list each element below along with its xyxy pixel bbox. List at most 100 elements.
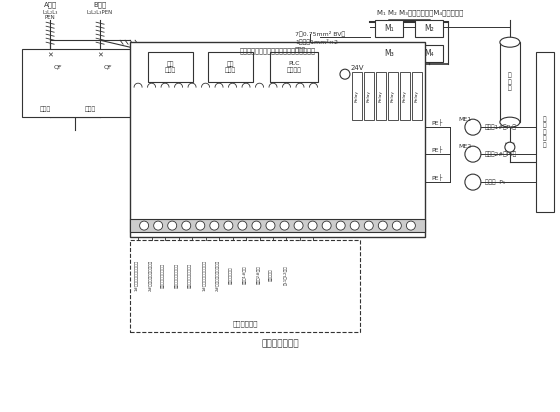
- Text: 1#消防泵自动运行指示灯: 1#消防泵自动运行指示灯: [134, 260, 138, 290]
- Circle shape: [336, 221, 345, 230]
- Text: 24V: 24V: [350, 65, 363, 71]
- Bar: [500, 42, 520, 122]
- Text: 2#消防泵自动运行指示灯: 2#消防泵自动运行指示灯: [148, 260, 152, 290]
- Bar: [352, 72, 362, 120]
- Circle shape: [252, 221, 261, 230]
- Text: 气
压
罐: 气 压 罐: [508, 73, 512, 91]
- Text: Relay: Relay: [367, 90, 371, 102]
- Text: 稳压泵手动运行指示灯: 稳压泵手动运行指示灯: [175, 262, 179, 288]
- Text: 7股0.75mm² BV线: 7股0.75mm² BV线: [295, 31, 346, 37]
- Text: L₁L₂L₃: L₁L₂L₃: [43, 10, 58, 15]
- Ellipse shape: [500, 117, 520, 127]
- Text: 微机控制自动巡检消防气压给水设备控制柜: 微机控制自动巡检消防气压给水设备控制柜: [240, 47, 315, 54]
- Text: ME1: ME1: [458, 117, 472, 122]
- Text: M₃: M₃: [384, 49, 394, 58]
- Text: A电源: A电源: [44, 1, 57, 7]
- Bar: [412, 72, 422, 120]
- Bar: [375, 45, 403, 62]
- Text: Relay: Relay: [415, 90, 419, 102]
- Circle shape: [280, 221, 289, 230]
- Text: 2#消防泵超压停泵指示灯: 2#消防泵超压停泵指示灯: [215, 260, 219, 290]
- Circle shape: [238, 221, 247, 230]
- Bar: [364, 72, 374, 120]
- Bar: [130, 219, 425, 232]
- Text: PE├: PE├: [431, 173, 442, 181]
- Text: M₁: M₁: [384, 24, 394, 33]
- Text: 变频
调速器: 变频 调速器: [225, 61, 236, 73]
- Circle shape: [266, 221, 275, 230]
- Circle shape: [294, 221, 303, 230]
- Text: 消防泵1#（P₂）: 消防泵1#（P₂）: [485, 124, 517, 130]
- Circle shape: [322, 221, 331, 230]
- Text: 消防泵2#运行: 消防泵2#运行: [255, 266, 259, 284]
- Circle shape: [465, 174, 481, 190]
- Text: B电源: B电源: [94, 1, 107, 7]
- Text: 设备配电示意图: 设备配电示意图: [261, 339, 299, 349]
- Text: 稳压泵  P₁: 稳压泵 P₁: [485, 179, 505, 185]
- Circle shape: [505, 142, 515, 152]
- Circle shape: [393, 221, 402, 230]
- Text: ✕: ✕: [47, 52, 53, 58]
- Bar: [22, 49, 132, 117]
- Text: 消防控制中心: 消防控制中心: [232, 321, 258, 328]
- Text: Relay: Relay: [391, 90, 395, 102]
- Text: Relay: Relay: [403, 90, 407, 102]
- Bar: [376, 72, 386, 120]
- Text: PE├: PE├: [431, 119, 442, 126]
- Bar: [375, 20, 403, 37]
- Bar: [415, 20, 443, 37]
- Bar: [415, 45, 443, 62]
- Text: 给
水
主
干
管: 给 水 主 干 管: [543, 116, 547, 148]
- Text: 双电源: 双电源: [40, 106, 51, 112]
- Text: ✕: ✕: [97, 52, 103, 58]
- Text: QF: QF: [54, 65, 63, 70]
- Circle shape: [167, 221, 177, 230]
- Circle shape: [465, 119, 481, 135]
- Circle shape: [139, 221, 148, 230]
- Text: L₁L₂L₃PEN: L₁L₂L₃PEN: [87, 10, 113, 15]
- Circle shape: [153, 221, 162, 230]
- Bar: [400, 72, 410, 120]
- Text: Relay: Relay: [355, 90, 359, 102]
- Circle shape: [210, 221, 219, 230]
- Text: 1股双芯1mm²×2: 1股双芯1mm²×2: [295, 39, 338, 45]
- Circle shape: [340, 69, 350, 79]
- Circle shape: [350, 221, 359, 230]
- Text: 微机
控制器: 微机 控制器: [165, 61, 176, 73]
- Bar: [148, 52, 193, 82]
- Bar: [536, 52, 554, 212]
- Circle shape: [182, 221, 191, 230]
- Text: ME2: ME2: [458, 144, 472, 149]
- Text: 稳压泵自动运行指示灯: 稳压泵自动运行指示灯: [161, 262, 165, 288]
- Circle shape: [379, 221, 388, 230]
- Text: 屏蔽线: 屏蔽线: [295, 47, 306, 53]
- Circle shape: [224, 221, 233, 230]
- Text: PE├: PE├: [431, 145, 442, 153]
- Text: M₂: M₂: [424, 24, 434, 33]
- Text: 泵L1、L2报警: 泵L1、L2报警: [282, 265, 287, 285]
- Circle shape: [407, 221, 416, 230]
- Text: 互投柜: 互投柜: [85, 106, 96, 112]
- Text: PEN: PEN: [45, 15, 55, 20]
- Text: 稳压泵超压停泵指示灯: 稳压泵超压停泵指示灯: [188, 262, 192, 288]
- Text: M₄: M₄: [424, 49, 434, 58]
- Bar: [208, 52, 253, 82]
- Text: M₁ M₂ M₃电接点压力表M₄压力传感器: M₁ M₂ M₃电接点压力表M₄压力传感器: [377, 9, 463, 16]
- Text: QF: QF: [104, 65, 113, 70]
- Text: Relay: Relay: [379, 90, 383, 102]
- Text: 1#消防泵超压停泵指示灯: 1#消防泵超压停泵指示灯: [202, 260, 206, 290]
- Bar: [270, 52, 318, 82]
- Text: 设备故障报警灯: 设备故障报警灯: [228, 266, 232, 284]
- Bar: [130, 240, 360, 332]
- Circle shape: [196, 221, 205, 230]
- Text: PLC
可编程器: PLC 可编程器: [287, 61, 301, 73]
- Circle shape: [308, 221, 317, 230]
- Ellipse shape: [500, 37, 520, 47]
- Bar: [388, 72, 398, 120]
- Circle shape: [364, 221, 374, 230]
- Text: 消防泵1#运行: 消防泵1#运行: [242, 266, 246, 284]
- Circle shape: [465, 146, 481, 162]
- Text: 稳压泵运行: 稳压泵运行: [269, 269, 273, 281]
- Text: 消防泵2#（P₃）: 消防泵2#（P₃）: [485, 151, 517, 157]
- Bar: [130, 42, 425, 237]
